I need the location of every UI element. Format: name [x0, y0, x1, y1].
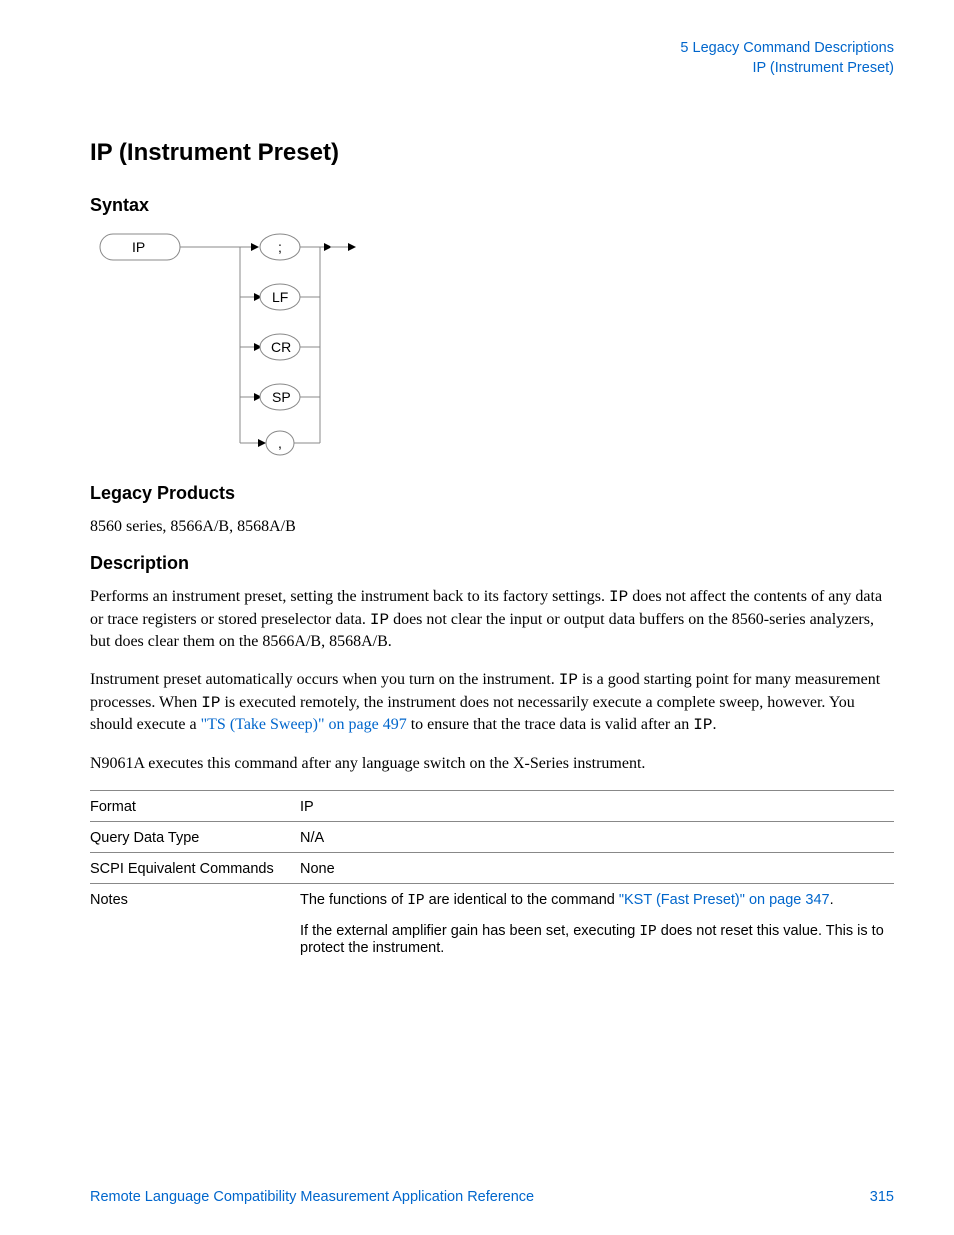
description-para-1: Performs an instrument preset, setting t…: [90, 586, 894, 653]
legacy-products-text: 8560 series, 8566A/B, 8568A/B: [90, 516, 894, 538]
notes2-ip: IP: [639, 924, 656, 940]
row-value-notes-2: If the external amplifier gain has been …: [300, 915, 894, 962]
header-section: IP (Instrument Preset): [90, 58, 894, 78]
desc-p2-a: Instrument preset automatically occurs w…: [90, 671, 559, 688]
diagram-command: IP: [132, 239, 145, 255]
table-row: Format IP: [90, 791, 894, 822]
desc-p2-ip3: IP: [693, 716, 712, 734]
ts-take-sweep-link[interactable]: "TS (Take Sweep)" on page 497: [201, 716, 407, 733]
syntax-heading: Syntax: [90, 195, 894, 216]
table-row: If the external amplifier gain has been …: [90, 915, 894, 962]
diagram-term-2: CR: [271, 339, 291, 355]
notes1-a: The functions of: [300, 892, 407, 908]
row-value-scpi: None: [300, 853, 894, 884]
page-title: IP (Instrument Preset): [90, 139, 894, 167]
row-label-scpi: SCPI Equivalent Commands: [90, 853, 300, 884]
syntax-diagram-svg: IP ; LF CR: [90, 228, 360, 458]
legacy-products-heading: Legacy Products: [90, 483, 894, 504]
row-value-query: N/A: [300, 822, 894, 853]
diagram-term-4: ,: [278, 435, 282, 451]
diagram-term-3: SP: [272, 389, 291, 405]
desc-p1-ip2: IP: [370, 611, 389, 629]
info-table: Format IP Query Data Type N/A SCPI Equiv…: [90, 790, 894, 962]
desc-p1-a: Performs an instrument preset, setting t…: [90, 588, 609, 605]
header-chapter: 5 Legacy Command Descriptions: [90, 38, 894, 58]
table-row: Notes The functions of IP are identical …: [90, 884, 894, 916]
table-row: SCPI Equivalent Commands None: [90, 853, 894, 884]
table-row: Query Data Type N/A: [90, 822, 894, 853]
description-para-2: Instrument preset automatically occurs w…: [90, 669, 894, 737]
description-para-3: N9061A executes this command after any l…: [90, 753, 894, 775]
diagram-term-0: ;: [278, 239, 282, 255]
desc-p2-ip2: IP: [201, 694, 220, 712]
page-footer: Remote Language Compatibility Measuremen…: [90, 1189, 894, 1205]
row-value-format: IP: [300, 791, 894, 822]
notes2-a: If the external amplifier gain has been …: [300, 923, 639, 939]
description-heading: Description: [90, 553, 894, 574]
footer-title: Remote Language Compatibility Measuremen…: [90, 1189, 534, 1205]
row-label-notes: Notes: [90, 884, 300, 916]
diagram-term-1: LF: [272, 289, 288, 305]
page-header: 5 Legacy Command Descriptions IP (Instru…: [90, 38, 894, 79]
row-label-query: Query Data Type: [90, 822, 300, 853]
desc-p1-ip1: IP: [609, 588, 628, 606]
row-value-notes-1: The functions of IP are identical to the…: [300, 884, 894, 916]
desc-p2-ip1: IP: [559, 671, 578, 689]
desc-p2-e: .: [712, 716, 716, 733]
desc-p2-d: to ensure that the trace data is valid a…: [407, 716, 694, 733]
footer-page-number: 315: [870, 1189, 894, 1205]
syntax-diagram: IP ; LF CR: [90, 228, 894, 463]
kst-fast-preset-link[interactable]: "KST (Fast Preset)" on page 347: [619, 892, 830, 908]
row-label-format: Format: [90, 791, 300, 822]
notes1-b: are identical to the command: [425, 892, 619, 908]
notes1-c: .: [830, 892, 834, 908]
notes1-ip: IP: [407, 893, 424, 909]
